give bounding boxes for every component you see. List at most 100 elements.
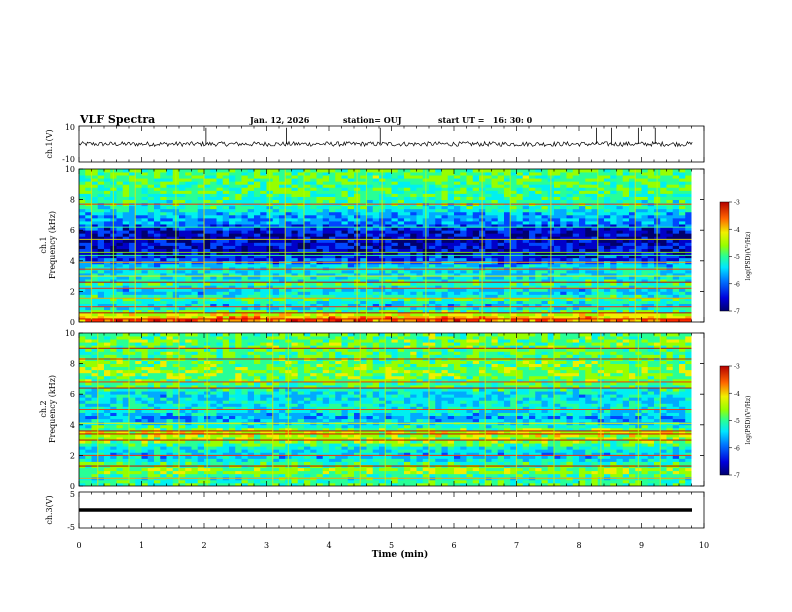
spectrogram-cell bbox=[210, 193, 217, 197]
spectrogram-cell bbox=[622, 306, 630, 311]
spectrogram-cell bbox=[485, 214, 492, 219]
spectrogram-cell bbox=[210, 318, 217, 322]
spectrogram-cell bbox=[629, 279, 636, 283]
spectrogram-cell bbox=[535, 172, 542, 176]
spectrogram-cell bbox=[616, 169, 624, 173]
spectrogram-cell bbox=[235, 236, 242, 240]
spectrogram-cell bbox=[247, 288, 255, 292]
spectrogram-cell bbox=[341, 187, 349, 191]
spectrogram-cell bbox=[210, 266, 217, 271]
spectrogram-cell bbox=[235, 187, 242, 191]
spectrogram-cell bbox=[472, 276, 480, 280]
spectrogram-cell bbox=[441, 288, 449, 292]
spectrogram-cell bbox=[435, 279, 442, 283]
spectrogram-cell bbox=[529, 251, 536, 256]
spectrogram-cell bbox=[429, 221, 436, 225]
spectrogram-cell bbox=[116, 291, 124, 295]
spectrogram-cell bbox=[610, 282, 617, 286]
spectrogram-cell bbox=[385, 248, 392, 253]
spectrogram-cell bbox=[310, 288, 317, 292]
spectrogram-cell bbox=[154, 266, 161, 271]
spectrogram-cell bbox=[397, 181, 405, 185]
spectrogram-cell bbox=[166, 251, 174, 256]
spectrogram-cell bbox=[147, 294, 155, 298]
spectrogram-cell bbox=[129, 279, 136, 283]
spectrogram-cell bbox=[204, 196, 211, 200]
spectrogram-cell bbox=[629, 282, 636, 286]
spectrogram-cell bbox=[329, 199, 336, 204]
spectrogram-cell bbox=[404, 285, 411, 289]
spectrogram-cell bbox=[291, 172, 299, 176]
spectrogram-cell bbox=[129, 217, 136, 222]
spectrogram-cell bbox=[560, 242, 567, 246]
spectrogram-cell bbox=[197, 273, 205, 277]
spectrogram-cell bbox=[335, 257, 342, 262]
spectrogram-cell bbox=[85, 224, 92, 228]
spectrogram-cell bbox=[116, 282, 124, 286]
spectrogram-cell bbox=[372, 184, 380, 188]
spectrogram-cell bbox=[347, 248, 355, 253]
spectrogram-cell bbox=[572, 214, 580, 219]
spectrogram-cell bbox=[279, 248, 286, 253]
spectrogram-cell bbox=[672, 303, 680, 308]
spectrogram-cell bbox=[660, 239, 667, 243]
spectrogram-cell bbox=[666, 266, 674, 271]
spectrogram-cell bbox=[204, 251, 211, 256]
spectrogram-cell bbox=[179, 266, 186, 271]
spectrogram-cell bbox=[310, 190, 317, 194]
spectrogram-cell bbox=[154, 257, 161, 262]
spectrogram-cell bbox=[210, 242, 217, 246]
spectrogram-cell bbox=[391, 245, 399, 249]
spectrogram-cell bbox=[591, 291, 599, 295]
spectrogram-cell bbox=[672, 291, 680, 295]
spectrogram-cell bbox=[685, 214, 692, 219]
spectrogram-cell bbox=[579, 193, 586, 197]
spectrogram-cell bbox=[572, 233, 580, 237]
spectrogram-cell bbox=[404, 230, 411, 234]
spectrogram-cell bbox=[529, 291, 536, 295]
spectrogram-cell bbox=[660, 172, 667, 176]
spectrogram-cell bbox=[185, 257, 192, 262]
spectrogram-cell bbox=[391, 257, 399, 262]
spectrogram-cell bbox=[660, 269, 667, 274]
spectrogram-cell bbox=[554, 282, 561, 286]
spectrogram-cell bbox=[310, 236, 317, 240]
spectrogram-cell bbox=[391, 184, 399, 188]
spectrogram-cell bbox=[616, 190, 624, 194]
spectrogram-cell bbox=[585, 315, 592, 320]
spectrogram-cell bbox=[585, 169, 592, 173]
spectrogram-cell bbox=[79, 239, 86, 243]
spectrogram-cell bbox=[260, 282, 267, 286]
spectrogram-cell bbox=[85, 184, 92, 188]
spectrogram-cell bbox=[116, 294, 124, 298]
spectrogram-cell bbox=[491, 187, 499, 191]
spectrogram-cell bbox=[329, 263, 336, 268]
spectrogram-cell bbox=[79, 184, 86, 188]
spectrogram-cell bbox=[147, 227, 155, 231]
spectrogram-cell bbox=[441, 318, 449, 322]
spectrogram-cell bbox=[610, 205, 617, 210]
spectrogram-cell bbox=[104, 315, 111, 320]
spectrogram-cell bbox=[460, 297, 467, 301]
spectrogram-cell bbox=[610, 230, 617, 234]
spectrogram-cell bbox=[260, 288, 267, 292]
spectrogram-cell bbox=[91, 254, 99, 259]
spectrogram-cell bbox=[572, 251, 580, 256]
spectrogram-cell bbox=[579, 251, 586, 256]
spectrogram-cell bbox=[185, 309, 192, 314]
spectrogram-cell bbox=[91, 251, 99, 256]
spectrogram-cell bbox=[185, 196, 192, 200]
spectrogram-cell bbox=[429, 193, 436, 197]
spectrogram-cell bbox=[254, 291, 261, 295]
spectrogram-cell bbox=[635, 269, 642, 274]
spectrogram-cell bbox=[360, 300, 367, 305]
spectrogram-cell bbox=[435, 208, 442, 213]
spectrogram-cell bbox=[254, 266, 261, 271]
spectrogram-cell bbox=[322, 245, 330, 249]
spectrogram-cell bbox=[241, 169, 249, 173]
ch1-waveform-trace bbox=[78, 140, 693, 148]
spectrogram-cell bbox=[529, 282, 536, 286]
spectrogram-cell bbox=[154, 211, 161, 216]
spectrogram-cell bbox=[254, 254, 261, 259]
spectrogram-cell bbox=[504, 285, 511, 289]
